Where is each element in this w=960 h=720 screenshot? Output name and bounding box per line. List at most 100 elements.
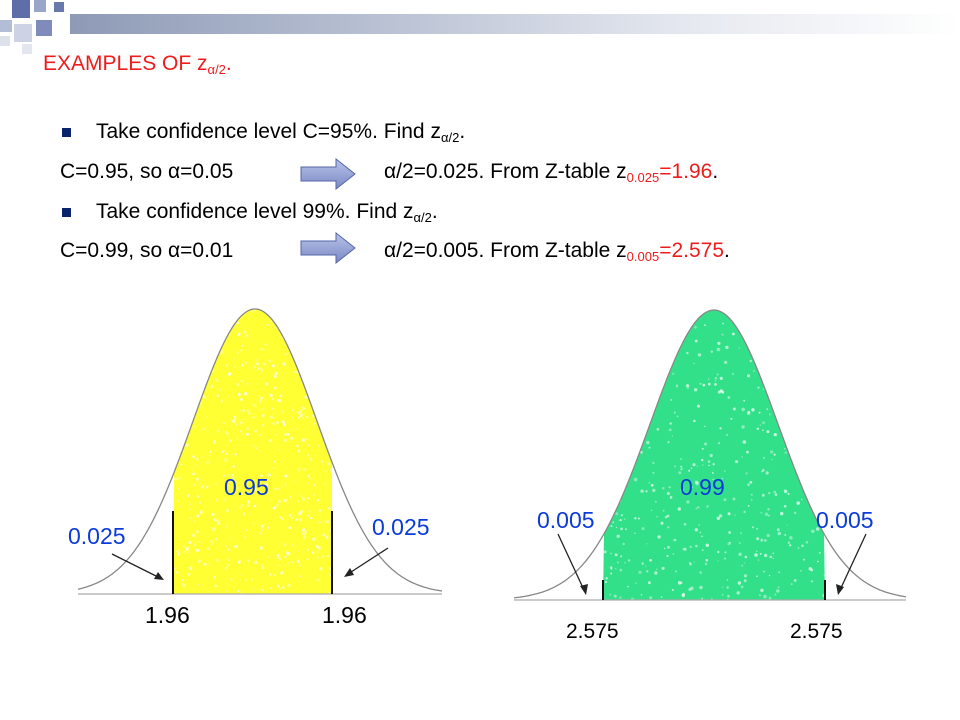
fill-speck bbox=[726, 433, 729, 436]
fill-speck bbox=[240, 398, 243, 401]
fill-speck bbox=[318, 521, 321, 524]
fill-speck bbox=[603, 357, 607, 362]
fill-speck bbox=[749, 359, 752, 363]
fill-speck bbox=[651, 326, 654, 329]
fill-speck bbox=[614, 553, 618, 557]
fill-speck bbox=[230, 578, 233, 581]
fill-speck bbox=[206, 416, 208, 418]
fill-speck bbox=[721, 477, 723, 480]
fill-speck bbox=[776, 528, 780, 532]
fill-speck bbox=[724, 470, 726, 472]
fill-speck bbox=[712, 478, 714, 480]
fill-speck bbox=[603, 356, 607, 360]
fill-speck bbox=[183, 317, 186, 320]
fill-speck bbox=[328, 348, 332, 352]
fill-speck bbox=[759, 552, 762, 555]
fill-speck bbox=[695, 544, 698, 548]
fill-speck bbox=[227, 563, 230, 566]
fill-speck bbox=[306, 558, 309, 561]
fill-speck bbox=[641, 562, 644, 565]
normal-curve-figure-99 bbox=[513, 309, 907, 601]
fill-speck bbox=[297, 449, 301, 453]
fill-speck bbox=[325, 535, 329, 540]
fill-speck bbox=[215, 498, 219, 502]
fill-speck bbox=[693, 362, 695, 365]
fill-speck bbox=[741, 564, 743, 567]
fill-speck bbox=[698, 524, 700, 526]
fill-speck bbox=[783, 505, 787, 508]
fill-speck bbox=[818, 552, 821, 554]
fill-speck bbox=[199, 557, 201, 559]
fill-speck bbox=[765, 348, 768, 351]
fill-speck bbox=[173, 387, 177, 391]
fill-speck bbox=[672, 372, 675, 375]
fill-speck bbox=[303, 407, 306, 409]
fill-speck bbox=[696, 465, 698, 467]
fill-speck bbox=[317, 546, 322, 550]
fill-speck bbox=[769, 450, 774, 454]
fill-speck bbox=[743, 510, 746, 514]
fill-speck bbox=[185, 344, 189, 348]
fill-speck bbox=[604, 580, 607, 584]
fill-speck bbox=[652, 471, 654, 474]
fill-speck bbox=[312, 537, 316, 541]
fill-speck bbox=[185, 345, 190, 349]
fill-speck bbox=[763, 457, 765, 459]
fill-speck bbox=[620, 527, 623, 531]
fill-speck bbox=[278, 449, 281, 451]
fill-speck bbox=[236, 325, 239, 328]
fill-speck bbox=[253, 588, 255, 591]
fill-speck bbox=[307, 514, 310, 517]
fill-speck bbox=[203, 562, 207, 566]
fill-speck bbox=[284, 483, 287, 486]
fill-speck bbox=[676, 415, 679, 418]
fill-speck bbox=[767, 389, 771, 393]
fill-speck bbox=[321, 336, 325, 340]
fill-speck bbox=[768, 491, 771, 495]
fill-speck bbox=[253, 488, 257, 492]
fill-speck bbox=[180, 442, 184, 446]
fill-speck bbox=[786, 406, 789, 409]
fill-speck bbox=[202, 406, 204, 408]
fill-speck bbox=[271, 397, 275, 401]
fill-speck bbox=[179, 505, 181, 507]
fill-speck bbox=[195, 477, 199, 481]
fill-speck bbox=[812, 482, 816, 486]
fill-speck bbox=[205, 485, 209, 489]
fill-speck bbox=[820, 335, 824, 339]
fill-speck bbox=[790, 583, 793, 586]
fill-speck bbox=[749, 481, 753, 484]
fill-speck bbox=[328, 348, 330, 351]
fill-speck bbox=[233, 416, 237, 419]
fill-speck bbox=[182, 409, 185, 412]
fill-speck bbox=[255, 358, 258, 361]
fill-speck bbox=[819, 469, 822, 472]
fill-speck bbox=[728, 310, 731, 313]
fill-speck bbox=[614, 357, 617, 360]
fill-speck bbox=[264, 478, 267, 481]
fill-speck bbox=[186, 546, 190, 551]
fill-speck bbox=[265, 483, 269, 487]
fill-speck bbox=[216, 394, 220, 397]
fill-speck bbox=[234, 366, 236, 369]
fill-speck bbox=[777, 324, 781, 328]
fill-speck bbox=[289, 428, 291, 431]
fill-speck bbox=[714, 377, 718, 380]
fill-speck bbox=[180, 463, 183, 466]
fill-speck bbox=[621, 473, 624, 475]
fill-speck bbox=[677, 314, 680, 316]
fill-speck bbox=[254, 429, 258, 433]
fill-speck bbox=[793, 460, 798, 464]
fill-speck bbox=[805, 488, 809, 492]
fill-speck bbox=[291, 543, 294, 547]
calc-line-2-left: C=0.99, so α=0.01 bbox=[60, 239, 234, 262]
fill-speck bbox=[619, 568, 623, 572]
bell-curve-line bbox=[77, 308, 443, 592]
fill-speck bbox=[616, 471, 619, 474]
fill-speck bbox=[238, 506, 242, 509]
fill-speck bbox=[763, 594, 767, 599]
fill-speck bbox=[610, 567, 613, 570]
fill-speck bbox=[794, 511, 797, 515]
fill-speck bbox=[686, 384, 690, 388]
fill-speck bbox=[819, 437, 821, 439]
